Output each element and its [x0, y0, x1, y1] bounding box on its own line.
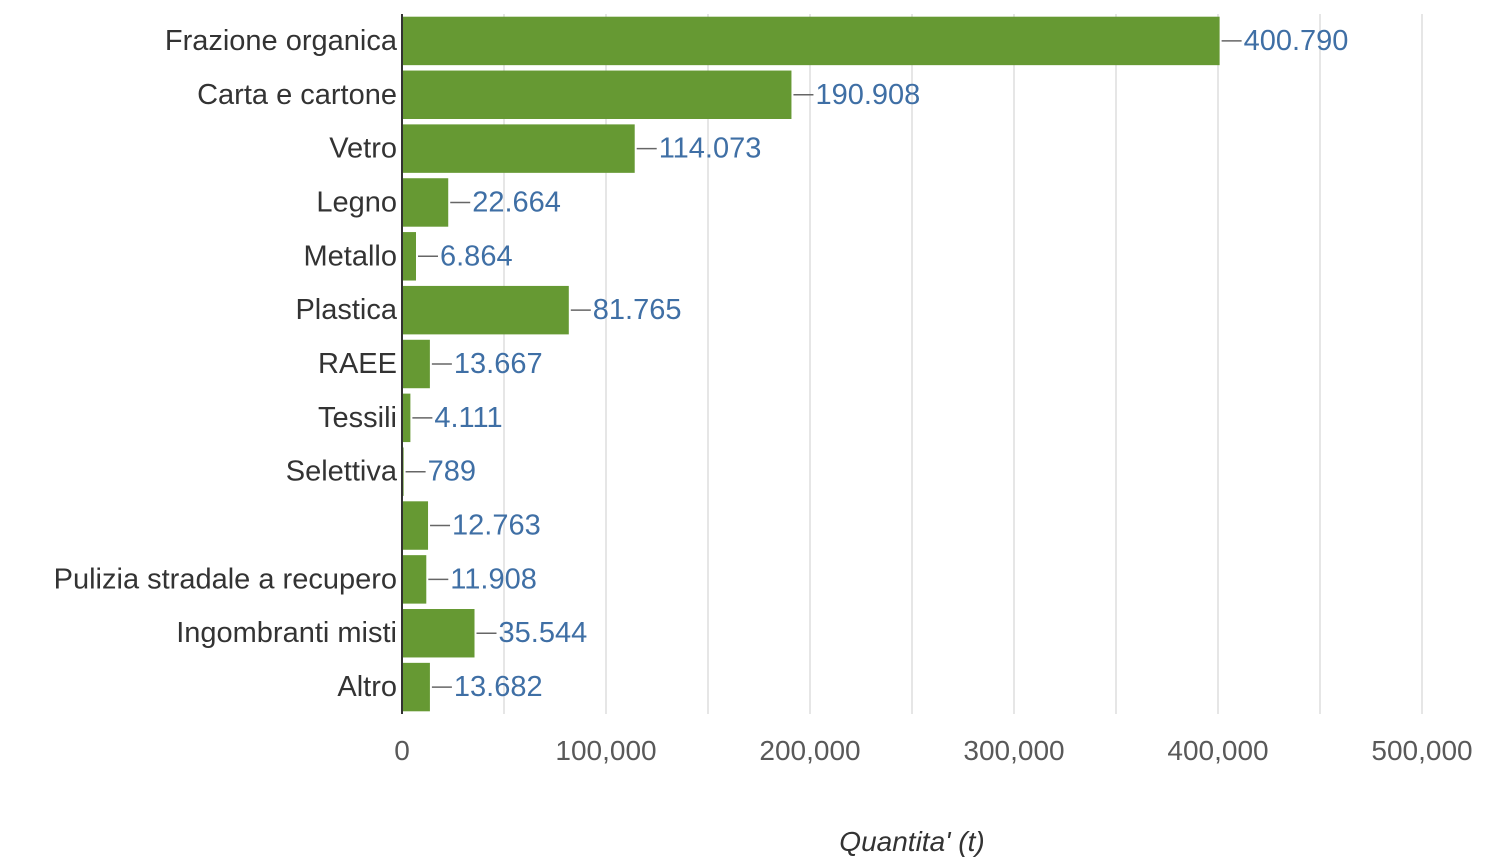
bar: [402, 232, 417, 281]
bar: [402, 124, 635, 173]
bars: [402, 16, 1220, 712]
bar: [402, 609, 475, 658]
category-label: Metallo: [304, 240, 398, 272]
bar: [402, 662, 430, 712]
bar: [402, 70, 792, 119]
data-label: 11.908: [450, 563, 537, 595]
data-label: 190.908: [815, 79, 920, 111]
category-label: Vetro: [329, 133, 397, 165]
data-label: 13.682: [454, 671, 543, 703]
x-tick-label: 500,000: [1371, 735, 1472, 766]
category-label: Altro: [337, 671, 397, 703]
bar: [402, 339, 430, 389]
category-label: Selettiva: [286, 456, 398, 488]
data-label: 789: [428, 456, 476, 488]
bar: [402, 555, 427, 604]
category-label: Ingombranti misti: [176, 617, 397, 649]
category-label: Carta e cartone: [197, 79, 397, 111]
x-tick-label: 0: [394, 735, 410, 766]
bar: [402, 393, 411, 443]
data-label: 114.073: [659, 133, 762, 165]
data-label: 81.765: [593, 294, 682, 326]
data-label: 22.664: [472, 186, 561, 218]
x-axis-title: Quantita' (t): [839, 826, 984, 857]
bar: [402, 285, 569, 335]
data-label: 35.544: [499, 617, 588, 649]
category-label: Legno: [316, 186, 397, 218]
value-labels: 400.790 190.908 114.073 22.664 6.864 81.765 13…: [405, 25, 1349, 703]
category-label: Pulizia stradale a recupero: [54, 563, 397, 595]
data-label: 12.763: [452, 510, 541, 542]
bar: [402, 178, 449, 227]
x-tick-label: 200,000: [759, 735, 860, 766]
category-labels: Frazione organica Carta e cartone Vetro Leg…: [54, 25, 398, 703]
category-label: RAEE: [318, 348, 397, 380]
category-label: Tessili: [318, 402, 397, 434]
x-tick-label: 300,000: [963, 735, 1064, 766]
data-label: 6.864: [440, 240, 513, 272]
data-label: 400.790: [1244, 25, 1349, 57]
data-label: 13.667: [454, 348, 543, 380]
category-label: Plastica: [295, 294, 397, 326]
data-label: 4.111: [434, 402, 502, 434]
x-tick-label: 400,000: [1167, 735, 1268, 766]
category-label: Frazione organica: [165, 25, 398, 57]
x-tick-label: 100,000: [555, 735, 656, 766]
bar: [402, 16, 1220, 66]
bar: [402, 501, 429, 550]
x-tick-labels: 0 100,000 200,000 300,000 400,000 500,000: [394, 735, 1472, 766]
